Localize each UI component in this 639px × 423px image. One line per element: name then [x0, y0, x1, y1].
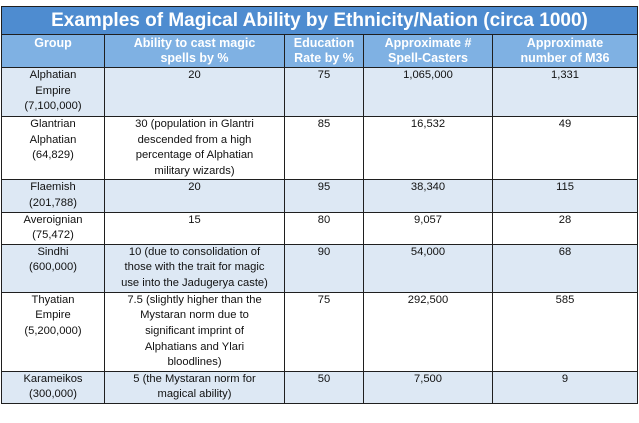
- header-line: Group: [34, 36, 72, 50]
- cell-spell-casters: 7,500: [363, 370, 493, 404]
- ability-line: 7.5 (slightly higher than the: [127, 293, 262, 306]
- group-line: Empire: [35, 84, 71, 97]
- group-line: (64,829): [32, 149, 74, 162]
- table-row: Sindhi (600,000) 10 (due to consolidation …: [1, 243, 638, 293]
- ability-line: descended from a high: [137, 133, 252, 146]
- ability-line: 20: [188, 181, 201, 194]
- table-row: Thyatian Empire (5,200,000) 7.5 (slightly h…: [1, 291, 638, 372]
- table-row: Karameikos (300,000) 5 (the Mystaran norm …: [1, 370, 638, 404]
- group-line: Averoignian: [23, 213, 83, 226]
- header-spell-casters: Approximate # Spell-Casters: [363, 34, 493, 68]
- cell-m36: 68: [492, 243, 638, 293]
- header-ability: Ability to cast magic spells by %: [104, 34, 285, 68]
- ability-line: military wizards): [154, 164, 235, 177]
- ability-line: 15: [188, 213, 201, 226]
- cell-education: 95: [284, 179, 364, 213]
- ability-line: 5 (the Mystaran norm for: [133, 372, 256, 385]
- cell-ability: 20: [104, 179, 285, 213]
- group-line: Flaemish: [30, 181, 76, 194]
- cell-m36: 9: [492, 370, 638, 404]
- table-row: Flaemish (201,788) 20 95 38,340 115: [1, 179, 638, 213]
- cell-education: 85: [284, 115, 364, 181]
- cell-m36: 49: [492, 115, 638, 181]
- header-line: Education: [293, 36, 355, 50]
- header-group: Group: [1, 34, 105, 68]
- cell-group: Glantrian Alphatian (64,829): [1, 115, 105, 181]
- magic-ability-table: Examples of Magical Ability by Ethnicity…: [1, 6, 638, 404]
- cell-group: Alphatian Empire (7,100,000): [1, 67, 105, 117]
- ability-line: those with the trait for magic: [124, 261, 265, 274]
- header-education: Education Rate by %: [284, 34, 364, 68]
- cell-spell-casters: 38,340: [363, 179, 493, 213]
- header-line: Ability to cast magic: [133, 36, 256, 50]
- ability-line: 20: [188, 69, 201, 81]
- ability-line: 10 (due to consolidation of: [128, 245, 261, 258]
- cell-education: 75: [284, 67, 364, 117]
- header-line: Approximate: [526, 36, 604, 50]
- column-header-row: Group Ability to cast magic spells by % Edu…: [1, 34, 638, 68]
- group-line: (7,100,000): [24, 100, 82, 113]
- cell-m36: 1,331: [492, 67, 638, 117]
- ability-line: magical ability): [157, 388, 232, 401]
- ability-line: Mystaran norm due to: [140, 309, 249, 322]
- group-line: (75,472): [32, 229, 74, 242]
- table-title-row: Examples of Magical Ability by Ethnicity…: [1, 6, 638, 35]
- group-line: Empire: [35, 309, 71, 322]
- magic-ability-table-container: Examples of Magical Ability by Ethnicity…: [1, 6, 638, 404]
- cell-group: Averoignian (75,472): [1, 211, 105, 245]
- table-row: Averoignian (75,472) 15 80 9,057 28: [1, 211, 638, 245]
- header-line: Spell-Casters: [388, 51, 468, 65]
- cell-ability: 7.5 (slightly higher than the Mystaran no…: [104, 291, 285, 372]
- cell-m36: 115: [492, 179, 638, 213]
- cell-m36: 585: [492, 291, 638, 372]
- table-row: Glantrian Alphatian (64,829) 30 (population…: [1, 115, 638, 181]
- ability-line: significant imprint of: [145, 324, 244, 337]
- table-title: Examples of Magical Ability by Ethnicity…: [1, 6, 638, 35]
- cell-ability: 20: [104, 67, 285, 117]
- cell-ability: 10 (due to consolidation of those with th…: [104, 243, 285, 293]
- header-line: spells by %: [160, 51, 229, 65]
- cell-spell-casters: 292,500: [363, 291, 493, 372]
- cell-spell-casters: 1,065,000: [363, 67, 493, 117]
- ability-line: percentage of Alphatian: [135, 149, 254, 162]
- cell-spell-casters: 16,532: [363, 115, 493, 181]
- cell-education: 50: [284, 370, 364, 404]
- cell-m36: 28: [492, 211, 638, 245]
- cell-ability: 5 (the Mystaran norm for magical ability): [104, 370, 285, 404]
- cell-spell-casters: 54,000: [363, 243, 493, 293]
- group-line: Alphatian: [29, 133, 77, 146]
- cell-education: 90: [284, 243, 364, 293]
- cell-ability: 15: [104, 211, 285, 245]
- group-line: Alphatian: [29, 69, 77, 81]
- group-line: Karameikos: [23, 372, 83, 385]
- cell-spell-casters: 9,057: [363, 211, 493, 245]
- group-line: Glantrian: [30, 118, 76, 130]
- cell-group: Sindhi (600,000): [1, 243, 105, 293]
- header-line: Approximate #: [384, 36, 472, 50]
- ability-line: bloodlines): [167, 356, 222, 369]
- cell-group: Thyatian Empire (5,200,000): [1, 291, 105, 372]
- header-m36: Approximate number of M36: [492, 34, 638, 68]
- header-line: Rate by %: [294, 51, 354, 65]
- ability-line: 30 (population in Glantri: [135, 118, 254, 130]
- cell-education: 80: [284, 211, 364, 245]
- group-line: (300,000): [29, 388, 77, 401]
- cell-education: 75: [284, 291, 364, 372]
- group-line: Thyatian: [31, 293, 75, 306]
- group-line: (600,000): [29, 261, 77, 274]
- group-line: Sindhi: [37, 245, 69, 258]
- cell-group: Karameikos (300,000): [1, 370, 105, 404]
- header-line: number of M36: [520, 51, 610, 65]
- ability-line: Alphatians and Ylari: [144, 340, 245, 353]
- ability-line: use into the Jadugerya caste): [121, 276, 268, 289]
- cell-ability: 30 (population in Glantri descended from …: [104, 115, 285, 181]
- group-line: (201,788): [29, 196, 77, 209]
- cell-group: Flaemish (201,788): [1, 179, 105, 213]
- group-line: (5,200,000): [24, 324, 82, 337]
- table-row: Alphatian Empire (7,100,000) 20 75 1,065,000 1…: [1, 67, 638, 117]
